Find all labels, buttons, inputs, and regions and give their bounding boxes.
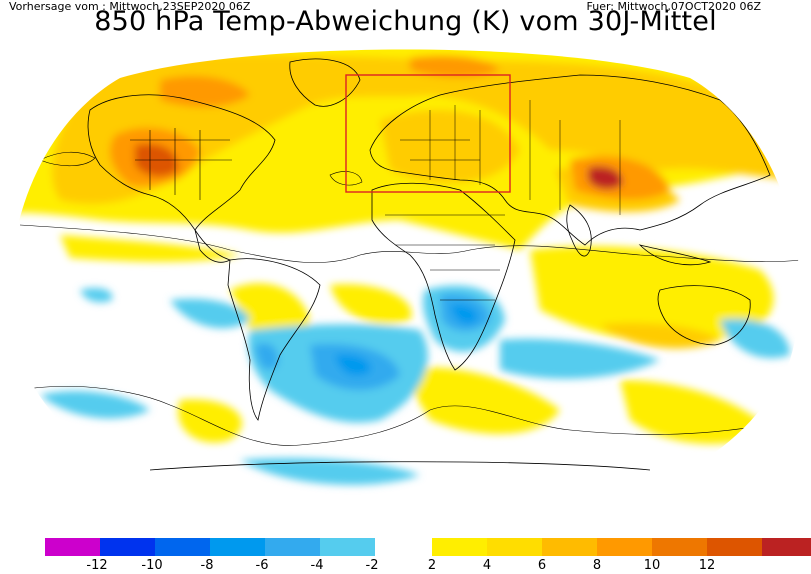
zero-contours	[19, 151, 800, 446]
colorbar-swatch-positive	[542, 538, 597, 556]
colorbar-tick-label: 6	[537, 558, 547, 573]
colorbar-tick-label: -2	[365, 558, 379, 573]
colorbar-tick-label: -10	[141, 558, 163, 573]
colorbar-swatch-positive	[432, 538, 487, 556]
colorbar-swatch-negative	[265, 538, 320, 556]
colorbar-tick-label: 8	[592, 558, 602, 573]
colorbar-swatch-positive	[597, 538, 652, 556]
europe-highlight-box	[345, 74, 511, 193]
colorbar-tick-label: -6	[255, 558, 269, 573]
colorbar-swatch-negative	[320, 538, 375, 556]
colorbar-swatch-positive	[762, 538, 811, 556]
anomaly-field	[10, 49, 800, 502]
colorbar: -12 -10 -8 -6 -4 -2 2 4 6 8 10 12	[0, 534, 811, 574]
colorbar-tick-label: 12	[698, 558, 716, 573]
colorbar-tick-label: 4	[482, 558, 492, 573]
colorbar-swatch-negative	[45, 538, 100, 556]
valid-time-label: Fuer: Mittwoch,07OCT2020 06Z	[586, 0, 762, 13]
colorbar-tick-label: -4	[310, 558, 324, 573]
anomaly-map	[10, 49, 800, 502]
colorbar-swatch-negative	[210, 538, 265, 556]
colorbar-swatch-positive	[707, 538, 762, 556]
colorbar-tick-label: -8	[200, 558, 214, 573]
colorbar-tick-label: -12	[86, 558, 108, 573]
map-title: 850 hPa Temp-Abweichung (K) vom 30J-Mitt…	[94, 6, 717, 37]
colorbar-tick-label: 2	[427, 558, 437, 573]
colorbar-swatch-negative	[100, 538, 155, 556]
colorbar-swatch-negative	[155, 538, 210, 556]
forecast-run-label: Vorhersage vom : Mittwoch,23SEP2020 06Z	[9, 0, 251, 13]
colorbar-swatch-positive	[487, 538, 542, 556]
colorbar-swatch-positive	[652, 538, 707, 556]
colorbar-tick-label: 10	[643, 558, 661, 573]
coastlines	[87, 58, 771, 471]
